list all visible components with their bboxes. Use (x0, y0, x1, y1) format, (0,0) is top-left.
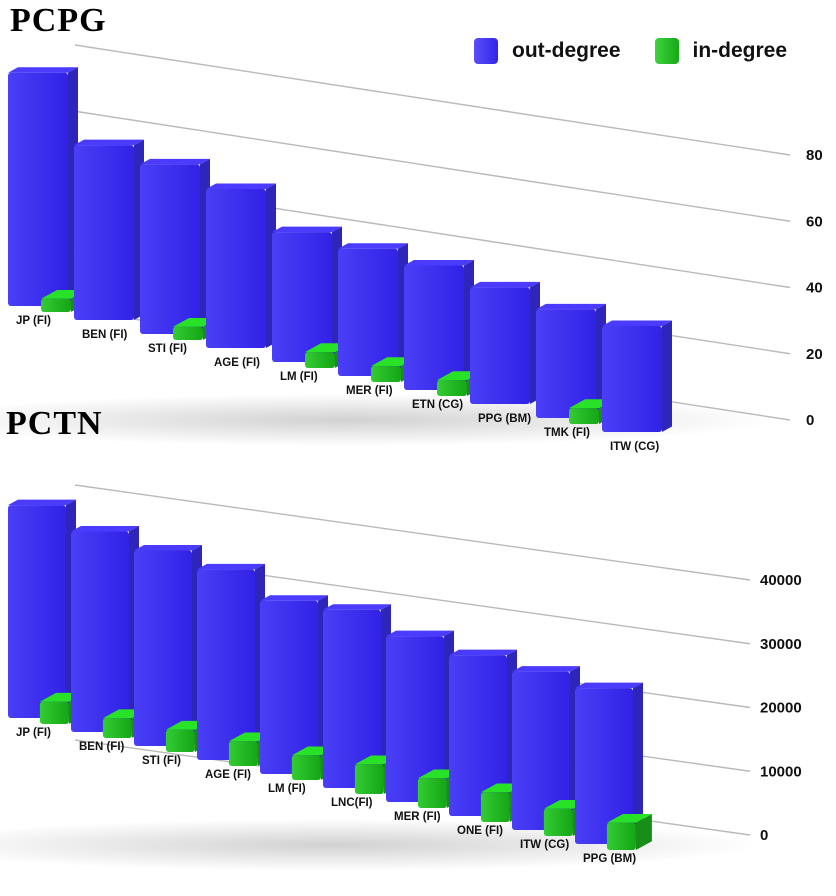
y-tick-label-3: 60 (806, 213, 823, 230)
y-tick-label-2: 20000 (760, 700, 802, 717)
x-category-label-0: JP (FI) (16, 727, 51, 739)
y-tick-label-3: 30000 (760, 636, 802, 653)
bar-out-degree-3 (197, 563, 265, 760)
x-category-label-7: ONE (FI) (457, 825, 503, 837)
x-category-label-6: MER (FI) (394, 811, 441, 823)
bar-out-degree-1 (71, 526, 139, 732)
x-category-label-5: MER (FI) (346, 385, 393, 397)
x-category-label-5: LNC(FI) (331, 797, 373, 809)
x-category-label-8: TMK (FI) (544, 427, 590, 439)
y-tick-label-0: 0 (806, 412, 814, 429)
bar-out-degree-3 (206, 183, 276, 348)
y-tick-label-4: 80 (806, 147, 823, 164)
bar-out-degree-1 (74, 139, 144, 320)
x-category-label-1: BEN (FI) (79, 741, 125, 753)
x-category-label-3: AGE (FI) (214, 357, 260, 369)
x-category-label-3: AGE (FI) (205, 769, 251, 781)
y-tick-label-1: 20 (806, 346, 823, 363)
gridline-4 (74, 44, 791, 156)
bar-out-degree-2 (140, 158, 210, 334)
legend-item-in-degree: in-degree (654, 38, 788, 64)
x-category-label-6: ETN (CG) (412, 399, 463, 411)
bar-out-degree-0 (8, 67, 78, 306)
x-category-label-1: BEN (FI) (82, 329, 128, 341)
bar-out-degree-4 (272, 226, 342, 362)
chart-legend: out-degree in-degree (474, 38, 821, 64)
bar-out-degree-6 (404, 259, 474, 390)
plot-area-pctn: 0 10000 20000 30000 40000 JP (FI) BEN (FI) STI … (0, 484, 802, 871)
bar-out-degree-0 (8, 499, 76, 718)
y-tick-label-0: 0 (760, 827, 768, 844)
x-category-label-4: LM (FI) (268, 783, 306, 795)
legend-swatch-in-degree (654, 38, 679, 64)
x-category-label-8: ITW (CG) (520, 839, 569, 851)
x-category-label-0: JP (FI) (16, 315, 51, 327)
bar-out-degree-5 (338, 243, 408, 376)
bar-out-degree-6 (386, 630, 454, 802)
top-chart-title: PCPG (10, 2, 107, 39)
bar-out-degree-9 (575, 682, 643, 844)
legend-label-out-degree: out-degree (512, 39, 621, 62)
gridline-4 (74, 484, 751, 581)
x-category-label-9: PPG (BM) (583, 853, 636, 865)
y-tick-label-1: 10000 (760, 763, 802, 780)
plot-area-pcpg: 0 20 40 60 80 JP (FI) BEN (FI) STI (FI) AGE (FI)… (0, 44, 823, 453)
legend-swatch-out-degree (474, 38, 498, 64)
x-category-label-9: ITW (CG) (610, 441, 659, 453)
bar-out-degree-2 (134, 544, 202, 746)
bar-in-degree-9 (606, 813, 652, 850)
bar-out-degree-7 (470, 281, 540, 404)
x-category-label-4: LM (FI) (280, 371, 318, 383)
x-category-label-2: STI (FI) (148, 343, 187, 355)
gridline-3 (74, 110, 791, 222)
x-category-label-7: PPG (BM) (478, 413, 531, 425)
y-tick-label-2: 40 (806, 280, 823, 297)
y-tick-label-4: 40000 (760, 572, 802, 589)
bar-out-degree-9 (602, 320, 672, 432)
legend-label-in-degree: in-degree (692, 39, 788, 62)
x-category-label-2: STI (FI) (142, 755, 181, 767)
legend-item-out-degree: out-degree (474, 38, 621, 64)
